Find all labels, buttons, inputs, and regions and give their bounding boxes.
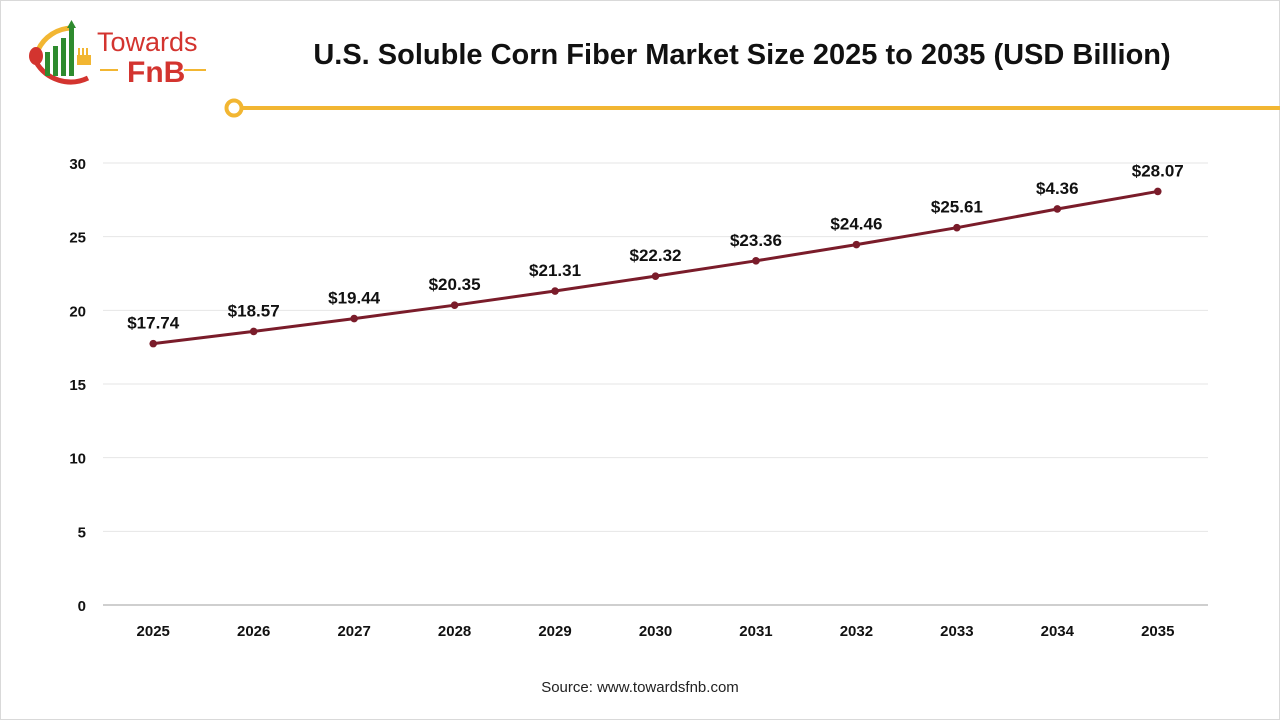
x-tick-label: 2030 bbox=[639, 623, 672, 640]
data-label: $18.57 bbox=[228, 301, 280, 320]
data-point bbox=[450, 301, 459, 309]
data-point bbox=[1053, 205, 1062, 213]
data-label: $17.74 bbox=[127, 314, 180, 333]
data-label: $25.61 bbox=[931, 198, 983, 217]
data-label: $28.07 bbox=[1132, 161, 1184, 180]
source-text: Source: www.towardsfnb.com bbox=[541, 679, 739, 696]
x-tick-label: 2027 bbox=[337, 623, 370, 640]
x-tick-label: 2031 bbox=[739, 623, 772, 640]
logo-text-top: Towards bbox=[97, 27, 198, 57]
y-tick-label: 20 bbox=[69, 303, 86, 320]
spoon-icon bbox=[29, 47, 43, 65]
fork-icon bbox=[77, 48, 91, 65]
data-point bbox=[953, 223, 961, 232]
x-tick-label: 2034 bbox=[1041, 623, 1075, 640]
y-tick-label: 0 bbox=[78, 598, 86, 615]
chart-title: U.S. Soluble Corn Fiber Market Size 2025… bbox=[313, 39, 1170, 71]
x-tick-label: 2029 bbox=[538, 623, 571, 640]
data-label: $4.36 bbox=[1036, 179, 1079, 198]
y-tick-label: 5 bbox=[78, 524, 86, 541]
x-tick-label: 2035 bbox=[1141, 623, 1174, 640]
data-point bbox=[852, 240, 861, 249]
x-tick-label: 2025 bbox=[137, 623, 170, 640]
x-tick-label: 2026 bbox=[237, 623, 270, 640]
title-rule-dot bbox=[224, 98, 244, 118]
y-tick-label: 10 bbox=[69, 451, 86, 468]
x-tick-label: 2032 bbox=[840, 623, 873, 640]
data-point bbox=[1153, 187, 1162, 196]
y-tick-label: 25 bbox=[69, 230, 86, 247]
data-point bbox=[350, 314, 358, 323]
data-point bbox=[651, 272, 660, 280]
data-point bbox=[149, 339, 158, 348]
data-point bbox=[249, 327, 258, 336]
data-label: $19.44 bbox=[328, 289, 381, 308]
data-point bbox=[752, 257, 760, 265]
data-label: $20.35 bbox=[429, 275, 481, 294]
data-label: $22.32 bbox=[630, 246, 682, 265]
data-label: $21.31 bbox=[529, 261, 581, 280]
logo-text-bottom: FnB bbox=[127, 56, 185, 89]
y-tick-label: 15 bbox=[69, 377, 86, 394]
data-point bbox=[551, 287, 559, 295]
logo-arc-icon bbox=[35, 25, 73, 52]
x-tick-label: 2028 bbox=[438, 623, 471, 640]
data-label: $23.36 bbox=[730, 231, 782, 250]
x-tick-label: 2033 bbox=[940, 623, 973, 640]
data-label: $24.46 bbox=[830, 215, 882, 234]
logo: Towards FnB bbox=[29, 20, 206, 89]
y-tick-label: 30 bbox=[69, 156, 86, 173]
